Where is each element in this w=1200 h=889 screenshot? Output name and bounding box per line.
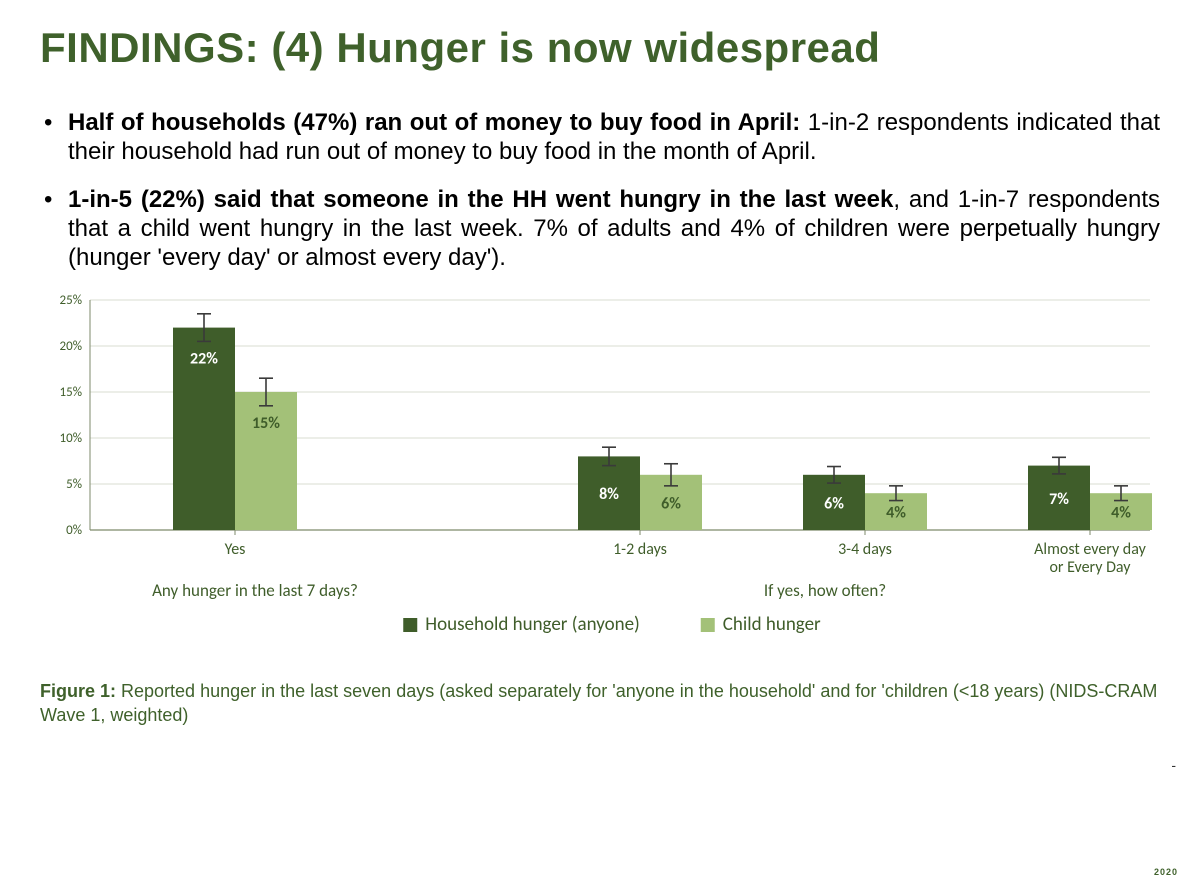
svg-text:8%: 8% [599, 486, 619, 505]
hunger-chart: 0% 5% 10% 15% 20% 25% 22% 15% Yes 8% 6% 1-2 days 6% 4… [40, 290, 1160, 670]
caption-rest: Reported hunger in the last seven days (… [40, 681, 1157, 724]
svg-text:1-2 days: 1-2 days [613, 540, 667, 559]
decorative-dash: - [1171, 757, 1176, 773]
svg-text:15%: 15% [60, 385, 82, 400]
footer-year: 2020 [1154, 867, 1178, 877]
svg-text:20%: 20% [60, 339, 82, 354]
svg-text:Child hunger: Child hunger [723, 613, 821, 636]
bullet-item: 1-in-5 (22%) said that someone in the HH… [40, 185, 1160, 273]
bullet-item: Half of households (47%) ran out of mone… [40, 108, 1160, 167]
svg-text:22%: 22% [190, 350, 218, 369]
bullet-bold: 1-in-5 (22%) said that someone in the HH… [68, 186, 893, 213]
svg-text:3-4 days: 3-4 days [838, 540, 892, 559]
svg-text:6%: 6% [824, 495, 844, 514]
svg-text:Yes: Yes [225, 540, 246, 559]
svg-text:5%: 5% [66, 477, 82, 492]
svg-text:7%: 7% [1049, 490, 1069, 509]
svg-text:Household hunger (anyone): Household hunger (anyone) [425, 613, 640, 636]
bullet-bold: Half of households (47%) ran out of mone… [68, 109, 800, 136]
caption-bold: Figure 1: [40, 681, 116, 701]
svg-text:10%: 10% [60, 431, 82, 446]
chart-svg: 0% 5% 10% 15% 20% 25% 22% 15% Yes 8% 6% 1-2 days 6% 4… [40, 290, 1160, 670]
svg-text:0%: 0% [66, 523, 82, 538]
svg-text:or Every Day: or Every Day [1049, 558, 1131, 577]
figure-caption: Figure 1: Reported hunger in the last se… [40, 680, 1160, 727]
svg-text:Any hunger in the last 7 days?: Any hunger in the last 7 days? [152, 580, 358, 601]
svg-text:Almost every day: Almost every day [1034, 540, 1146, 559]
svg-text:15%: 15% [252, 414, 280, 433]
svg-text:25%: 25% [60, 293, 82, 308]
bullet-list: Half of households (47%) ran out of mone… [40, 108, 1160, 272]
slide-title: FINDINGS: (4) Hunger is now widespread [40, 24, 1160, 72]
svg-text:4%: 4% [886, 504, 906, 523]
svg-text:6%: 6% [661, 495, 681, 514]
svg-text:4%: 4% [1111, 504, 1131, 523]
svg-text:If yes, how often?: If yes, how often? [764, 580, 886, 601]
